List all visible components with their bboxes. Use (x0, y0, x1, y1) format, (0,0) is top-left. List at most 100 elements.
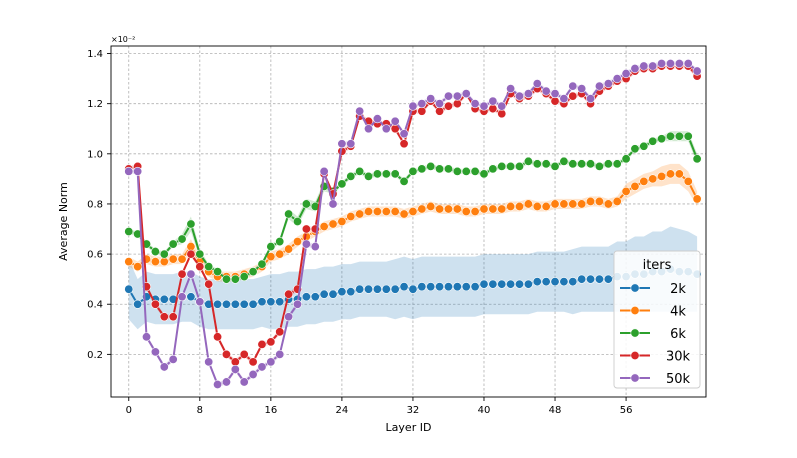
point-50k (443, 91, 453, 101)
point-50k (603, 79, 613, 89)
point-2k (568, 277, 578, 287)
legend-entry-30k: 30k (620, 350, 691, 365)
point-2k (275, 297, 285, 307)
point-2k (328, 289, 338, 299)
point-2k (435, 282, 445, 292)
point-4k (683, 176, 693, 186)
point-4k (586, 196, 596, 206)
point-50k (639, 61, 649, 71)
point-50k (292, 299, 302, 309)
point-50k (515, 91, 525, 101)
point-4k (133, 262, 143, 272)
x-tick-label: 56 (620, 405, 633, 416)
point-6k (337, 179, 347, 189)
point-50k (550, 89, 560, 99)
point-50k (248, 369, 258, 379)
point-6k (124, 227, 134, 237)
point-4k (337, 217, 347, 227)
point-50k (568, 81, 578, 91)
point-30k (497, 109, 507, 119)
legend-title: iters (643, 258, 672, 273)
legend-entries: 2k 4k 6k 30k 50k (620, 282, 691, 387)
point-50k (195, 297, 205, 307)
plot-frame (110, 45, 707, 398)
legend-label: 50k (666, 372, 691, 387)
point-4k (319, 222, 329, 232)
point-4k (328, 219, 338, 229)
point-6k (275, 237, 285, 247)
point-2k (488, 279, 498, 289)
point-6k (612, 159, 622, 169)
point-30k (150, 299, 160, 309)
point-4k (452, 204, 462, 214)
point-6k (213, 267, 223, 277)
point-50k (408, 101, 418, 111)
point-4k (488, 204, 498, 214)
point-4k (150, 257, 160, 267)
point-50k (390, 116, 400, 126)
point-6k (452, 166, 462, 176)
point-50k (470, 99, 480, 109)
point-50k (275, 349, 285, 359)
x-tick-label: 32 (407, 405, 420, 416)
point-4k (657, 171, 667, 181)
point-30k (399, 139, 409, 149)
point-4k (177, 254, 187, 264)
point-6k (692, 154, 702, 164)
point-6k (284, 209, 294, 219)
point-2k (479, 279, 489, 289)
point-6k (177, 234, 187, 244)
y-tick-label: 1.2 (87, 99, 103, 110)
point-6k (665, 131, 675, 141)
point-4k (292, 237, 302, 247)
point-30k (452, 99, 462, 109)
legend-marker (630, 328, 640, 338)
x-tick-label: 48 (549, 405, 562, 416)
point-50k (159, 362, 169, 372)
point-2k (541, 277, 551, 287)
point-6k (648, 136, 658, 146)
point-30k (239, 349, 249, 359)
point-6k (204, 262, 214, 272)
point-4k (648, 174, 658, 184)
point-50k (479, 101, 489, 111)
axes (107, 45, 707, 401)
point-30k (488, 104, 498, 114)
x-tick-label: 24 (336, 405, 349, 416)
point-30k (301, 224, 311, 234)
y-tick-label: 0.4 (87, 300, 103, 311)
point-4k (346, 211, 356, 221)
point-50k (177, 292, 187, 302)
point-4k (168, 254, 178, 264)
point-30k (221, 349, 231, 359)
point-50k (621, 69, 631, 79)
point-4k (523, 199, 533, 209)
tick-labels: 0 8 16 24 32 40 48 56 0.2 0.4 0.6 0.8 1.0 1.2 1.4 (87, 49, 632, 416)
y-offset-label: ×10⁻² (111, 35, 135, 44)
point-2k (426, 282, 436, 292)
point-2k (532, 277, 542, 287)
point-4k (408, 206, 418, 216)
x-tick-label: 40 (478, 405, 491, 416)
point-2k (186, 292, 196, 302)
point-6k (292, 217, 302, 227)
point-50k (426, 94, 436, 104)
point-6k (470, 166, 480, 176)
point-30k (443, 101, 453, 111)
y-tick-label: 1.4 (87, 49, 103, 60)
point-6k (301, 199, 311, 209)
point-2k (213, 299, 223, 309)
point-6k (239, 272, 249, 282)
point-6k (221, 274, 231, 284)
legend-label: 30k (666, 350, 691, 365)
point-6k (603, 159, 613, 169)
point-6k (461, 166, 471, 176)
point-50k (435, 99, 445, 109)
point-30k (177, 269, 187, 279)
point-2k (159, 294, 169, 304)
point-30k (195, 262, 205, 272)
point-4k (364, 206, 374, 216)
point-4k (541, 201, 551, 211)
point-50k (221, 377, 231, 387)
point-50k (506, 84, 516, 94)
